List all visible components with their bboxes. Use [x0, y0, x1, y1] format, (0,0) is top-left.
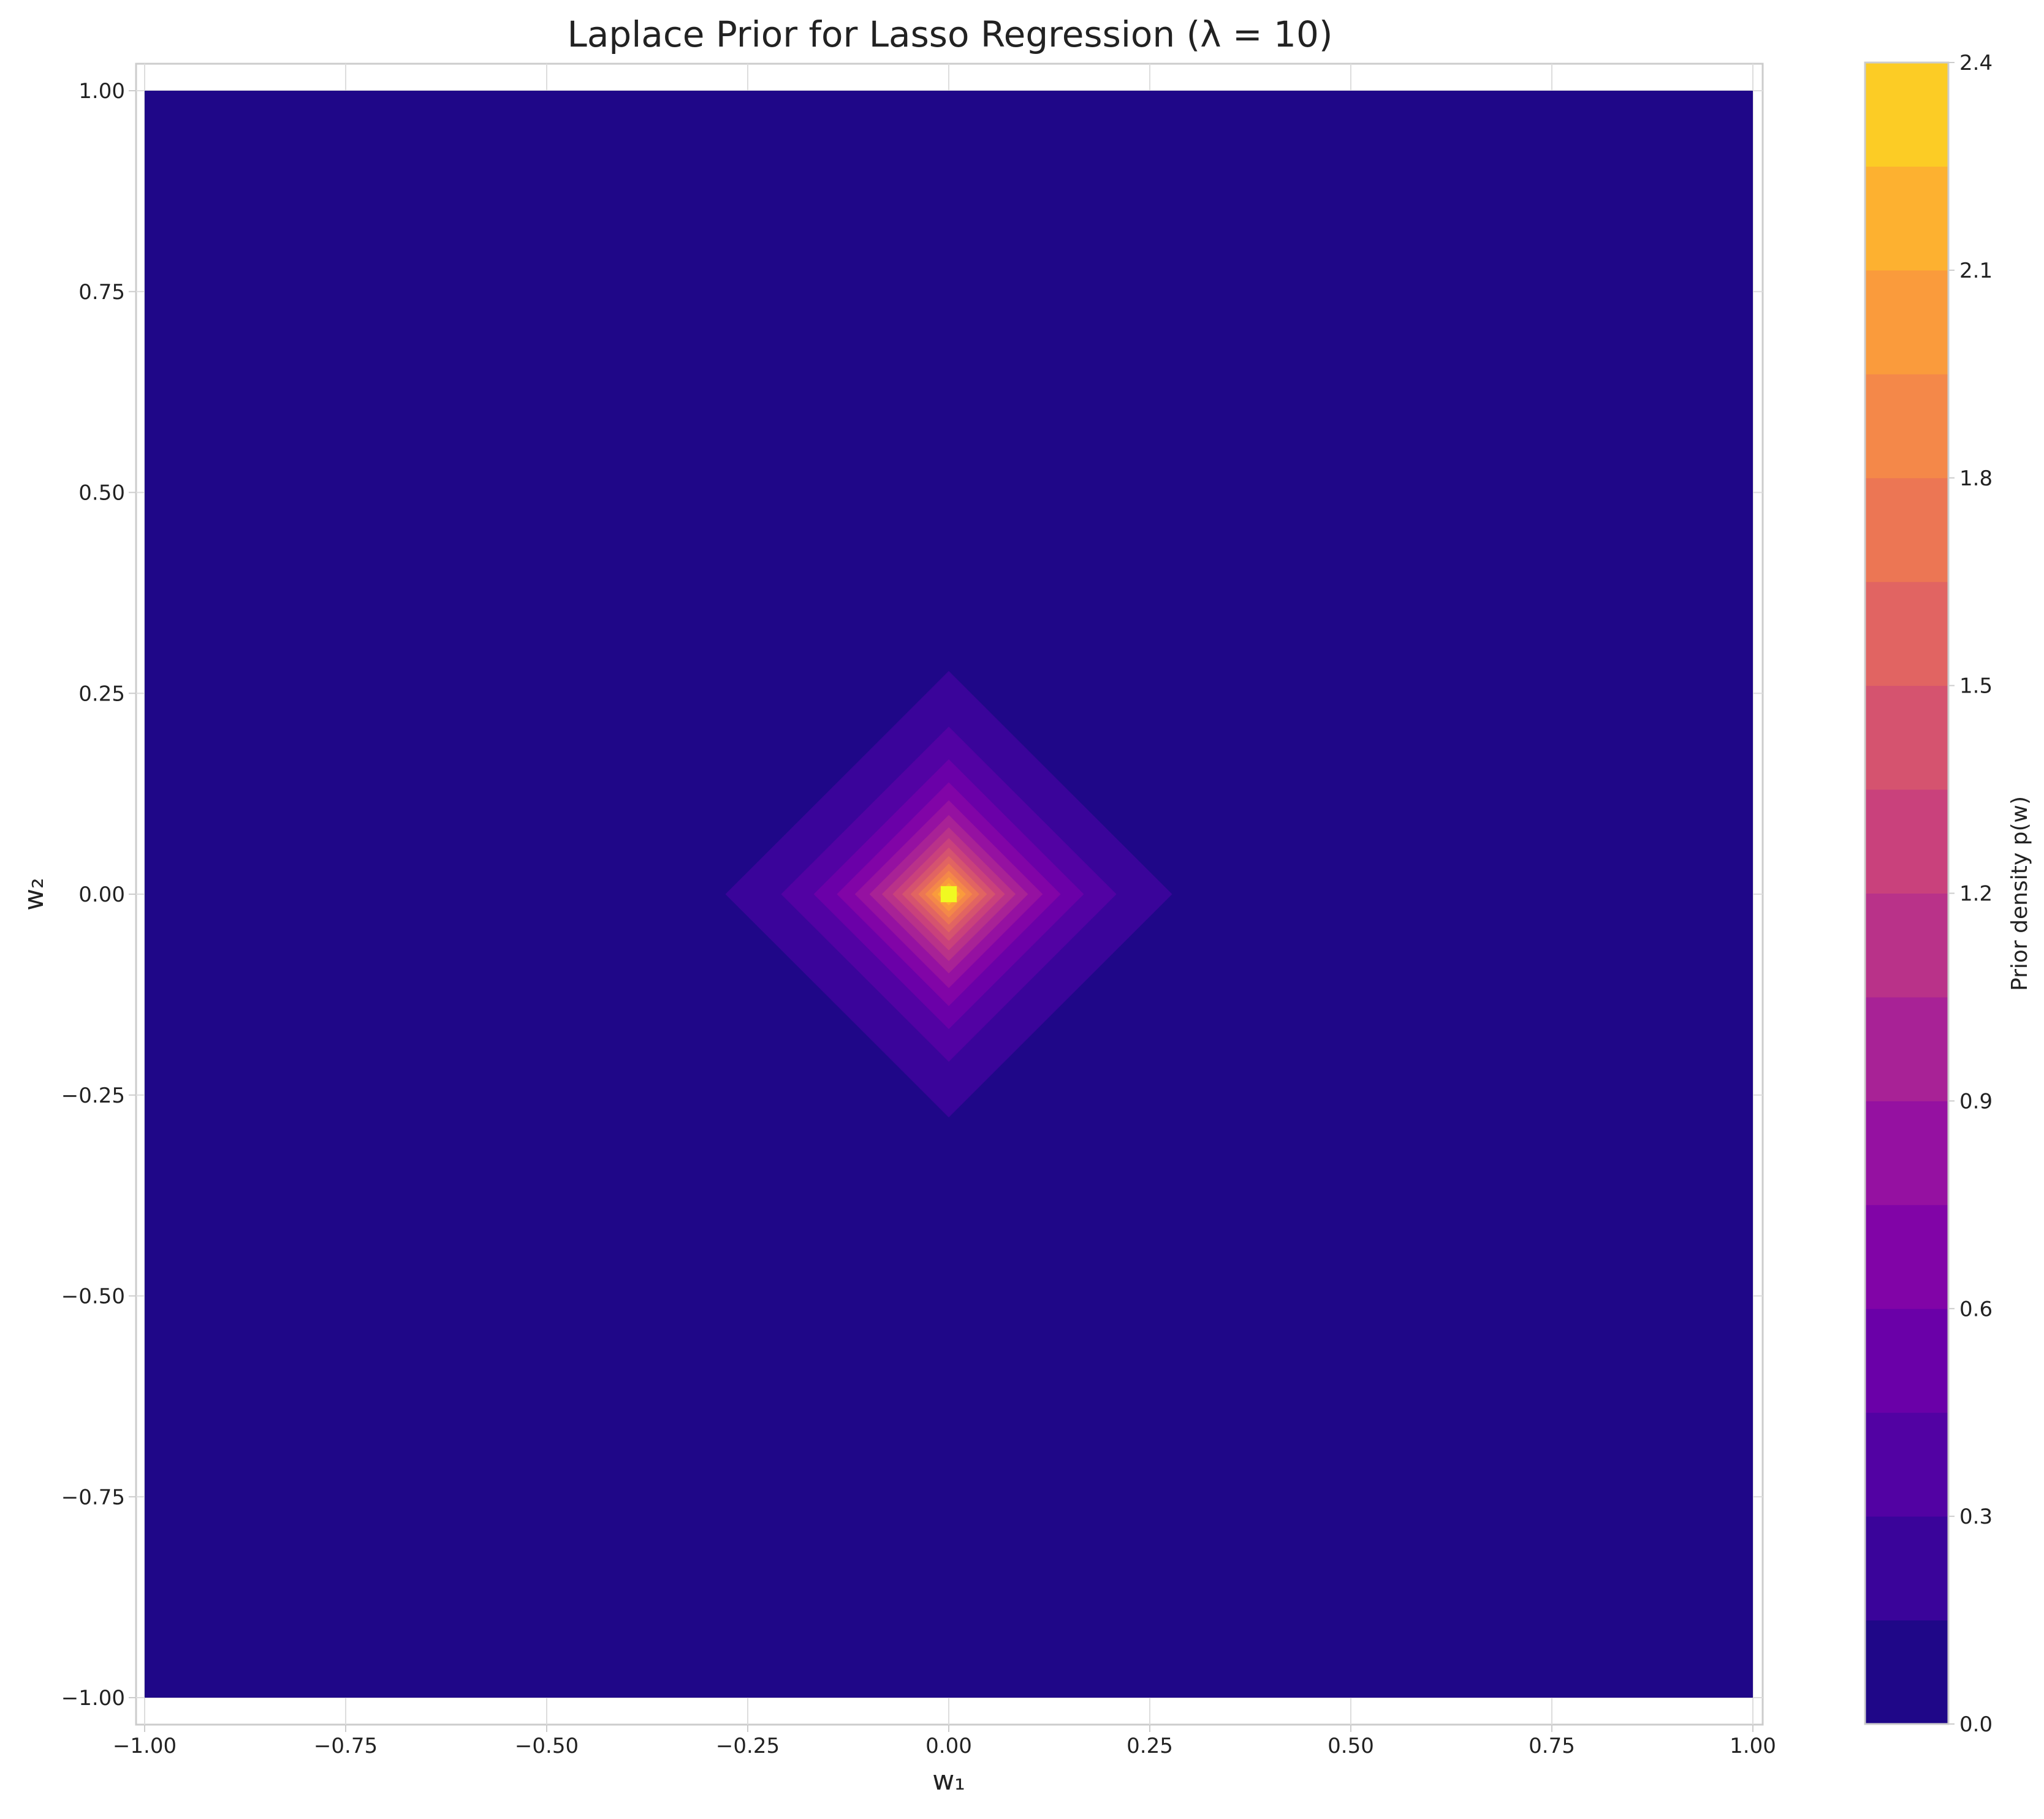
colorbar-band [1865, 1101, 1948, 1206]
colorbar-tick-label: 0.3 [1959, 1505, 1993, 1529]
colorbar-tick-label: 0.0 [1959, 1712, 1993, 1737]
x-tick-label: 0.50 [1328, 1734, 1374, 1758]
colorbar-band [1865, 270, 1948, 374]
contour-bands [145, 91, 1753, 1698]
colorbar-band [1865, 997, 1948, 1101]
x-tick-label: 0.75 [1529, 1734, 1575, 1758]
colorbar-bands [1865, 63, 1948, 1725]
x-tick-label: −0.75 [314, 1734, 378, 1758]
plot-area [135, 63, 1764, 1726]
y-tick-label: 0.50 [78, 481, 125, 506]
x-axis-ticks: −1.00 −0.75 −0.50 −0.25 0.00 0.25 0.50 0.75 1.00 [113, 1725, 1776, 1758]
contour-peak [940, 886, 957, 903]
y-tick-label: 0.25 [78, 682, 125, 706]
colorbar-tick-label: 1.5 [1959, 674, 1993, 699]
y-tick-label: −1.00 [61, 1686, 125, 1711]
x-tick-label: 0.00 [925, 1734, 972, 1758]
colorbar-tick-label: 2.1 [1959, 259, 1993, 283]
colorbar-tick-label: 2.4 [1959, 51, 1993, 75]
colorbar-band [1865, 477, 1948, 582]
colorbar-tick-label: 1.2 [1959, 882, 1993, 906]
y-tick-label: −0.50 [61, 1285, 125, 1309]
x-axis-label: w₁ [932, 1765, 965, 1796]
colorbar-band [1865, 789, 1948, 894]
colorbar-band [1865, 166, 1948, 271]
x-tick-label: −0.50 [515, 1734, 579, 1758]
colorbar-ticks: 0.0 0.3 0.6 0.9 1.2 1.5 1.8 2.1 2.4 [1948, 51, 1993, 1737]
colorbar-band [1865, 1620, 1948, 1725]
colorbar-tick-label: 0.9 [1959, 1089, 1993, 1114]
colorbar-band [1865, 1412, 1948, 1517]
colorbar-band [1865, 374, 1948, 479]
colorbar-label: Prior density p(w) [2007, 796, 2032, 991]
colorbar-tick-label: 1.8 [1959, 466, 1993, 491]
x-tick-label: −1.00 [113, 1734, 177, 1758]
x-tick-label: 1.00 [1730, 1734, 1776, 1758]
y-tick-label: 0.00 [78, 883, 125, 907]
colorbar-band [1865, 1516, 1948, 1621]
colorbar-band [1865, 63, 1948, 167]
colorbar-band [1865, 685, 1948, 790]
colorbar: 0.0 0.3 0.6 0.9 1.2 1.5 1.8 2.1 2.4 Prior densit… [1864, 51, 2032, 1737]
x-tick-label: −0.25 [716, 1734, 780, 1758]
colorbar-band [1865, 1204, 1948, 1309]
y-axis-ticks: −1.00 −0.75 −0.50 −0.25 0.00 0.25 0.50 0.75 1.00 [61, 79, 136, 1711]
colorbar-band [1865, 582, 1948, 686]
colorbar-tick-label: 0.6 [1959, 1297, 1993, 1321]
colorbar-band [1865, 1308, 1948, 1413]
y-tick-label: 0.75 [78, 280, 125, 305]
x-tick-label: 0.25 [1126, 1734, 1173, 1758]
colorbar-band [1865, 893, 1948, 998]
chart-title: Laplace Prior for Lasso Regression (λ = … [568, 13, 1333, 55]
y-tick-label: −0.75 [61, 1485, 125, 1510]
y-axis-label: w₂ [18, 878, 50, 911]
y-tick-label: −0.25 [61, 1084, 125, 1108]
y-tick-label: 1.00 [78, 79, 125, 104]
